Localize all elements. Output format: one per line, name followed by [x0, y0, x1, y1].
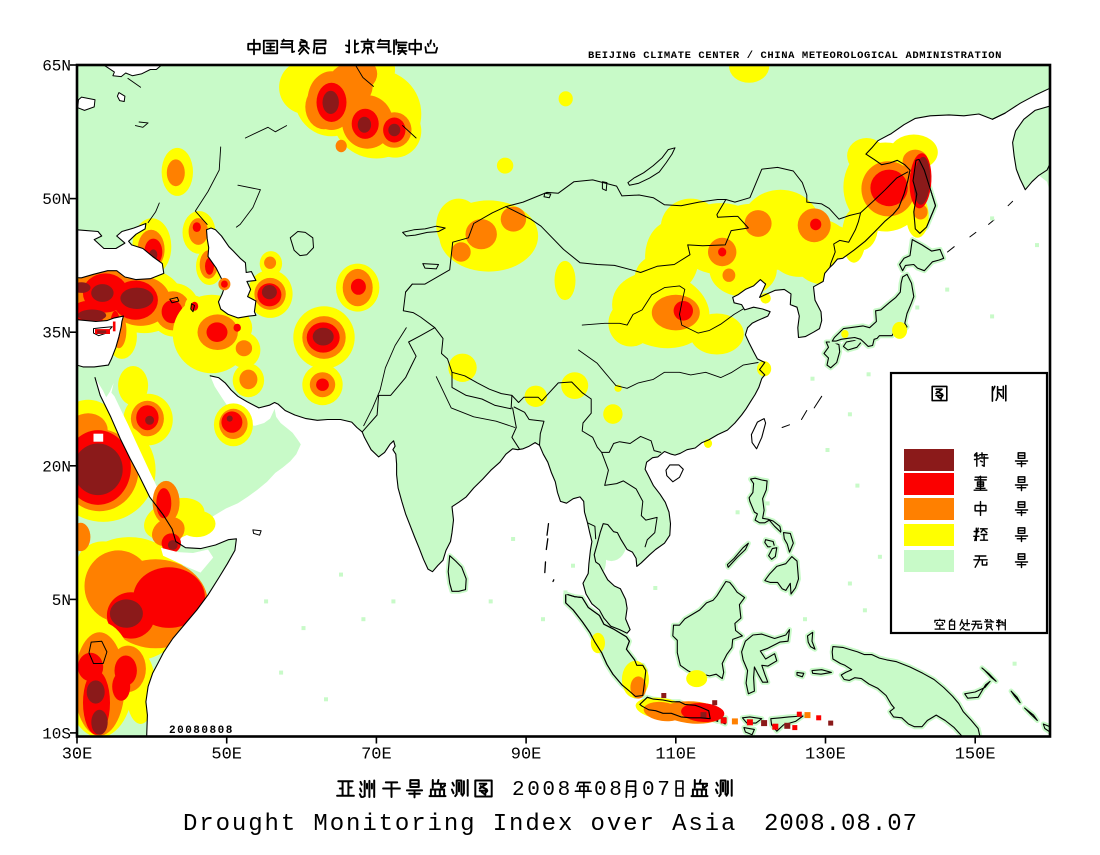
- svg-text:130E: 130E: [805, 746, 846, 765]
- svg-text:20080808: 20080808: [169, 725, 234, 737]
- svg-text:5N: 5N: [52, 592, 71, 610]
- svg-text:110E: 110E: [655, 746, 696, 765]
- svg-text:BEIJING CLIMATE CENTER / CHINA: BEIJING CLIMATE CENTER / CHINA METEOROLO…: [588, 50, 1002, 62]
- svg-text:20N: 20N: [42, 458, 71, 476]
- svg-text:65N: 65N: [42, 58, 71, 76]
- svg-text:50N: 50N: [42, 191, 71, 209]
- svg-text:10S: 10S: [42, 725, 71, 743]
- svg-text:2008: 2008: [512, 779, 573, 802]
- svg-text:2008.08.07: 2008.08.07: [764, 811, 918, 838]
- svg-text:Drought Monitoring Index over: Drought Monitoring Index over Asia: [183, 811, 737, 838]
- svg-text:90E: 90E: [511, 746, 542, 765]
- svg-text:50E: 50E: [211, 746, 242, 765]
- svg-text:30E: 30E: [62, 746, 93, 765]
- svg-text:70E: 70E: [361, 746, 392, 765]
- svg-text:08: 08: [594, 779, 624, 802]
- svg-text:150E: 150E: [955, 746, 996, 765]
- svg-text:07: 07: [642, 779, 672, 802]
- svg-text:35N: 35N: [42, 325, 71, 343]
